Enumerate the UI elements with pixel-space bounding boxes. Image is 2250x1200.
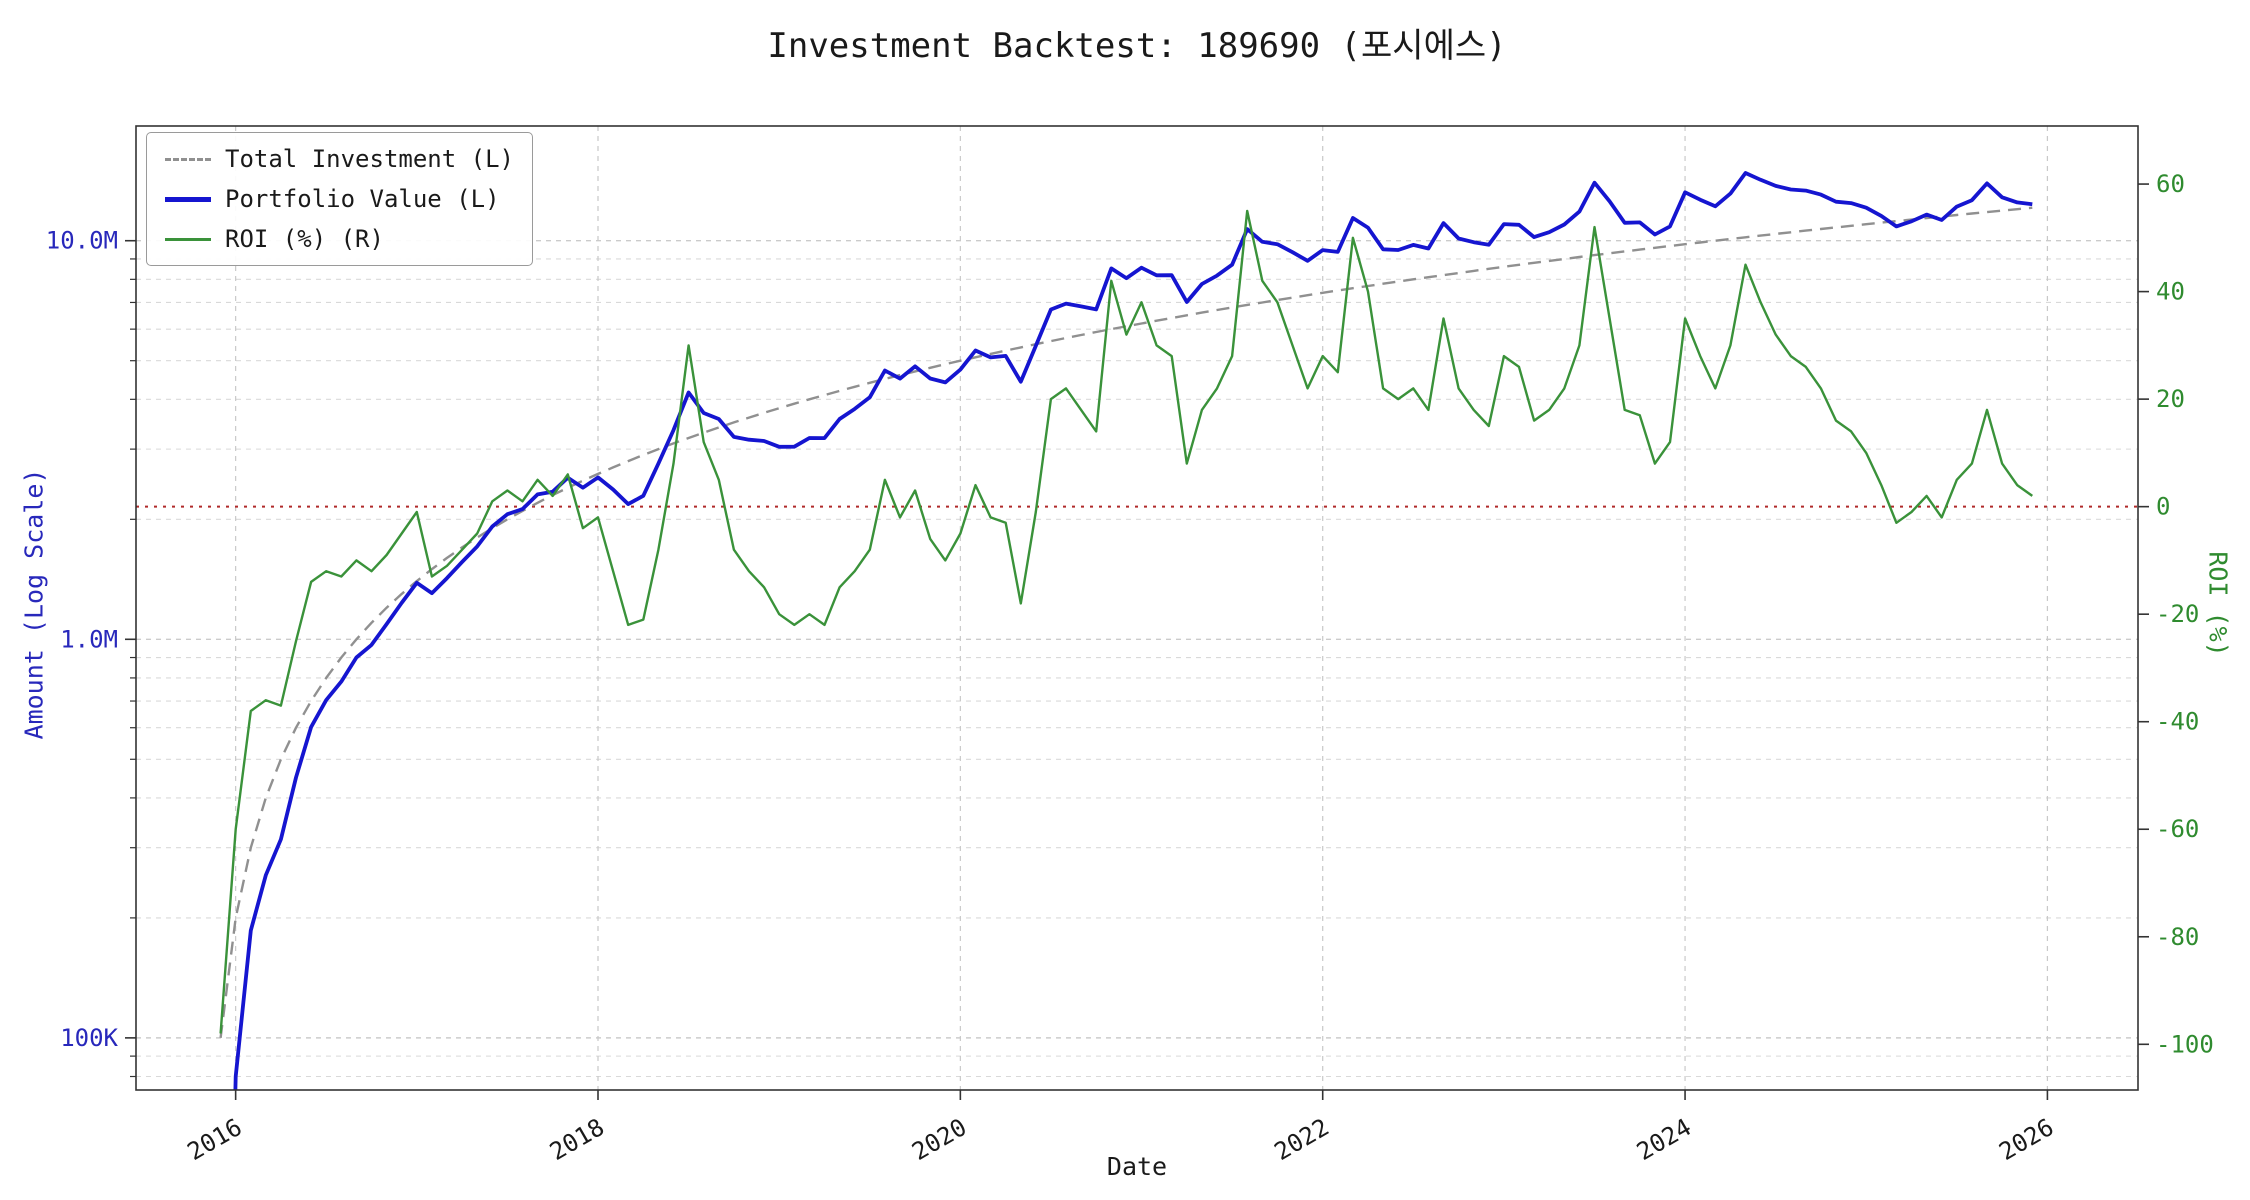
svg-text:-60: -60 — [2156, 815, 2199, 843]
svg-text:-100: -100 — [2156, 1030, 2214, 1058]
svg-text:60: 60 — [2156, 170, 2185, 198]
legend-item-roi: ROI (%) (R) — [165, 225, 514, 253]
dashed-gray-line-swatch — [165, 157, 211, 161]
svg-text:10.0M: 10.0M — [46, 227, 118, 255]
svg-text:-40: -40 — [2156, 708, 2199, 736]
left-axis-ticks: 100K 1.0M 10.0M — [46, 227, 136, 1078]
svg-text:1.0M: 1.0M — [60, 625, 118, 653]
solid-green-line-swatch — [165, 237, 211, 241]
svg-text:-80: -80 — [2156, 923, 2199, 951]
right-axis-label: ROI (%) — [2203, 551, 2233, 657]
legend-label-roi: ROI (%) (R) — [225, 225, 384, 253]
svg-text:0: 0 — [2156, 493, 2170, 521]
legend-label-portfolio-value: Portfolio Value (L) — [225, 185, 500, 213]
left-axis-label: Amount (Log Scale) — [19, 468, 49, 740]
svg-text:20: 20 — [2156, 385, 2185, 413]
legend-item-total-investment: Total Investment (L) — [165, 145, 514, 173]
right-axis-ticks: -100 -80 -60 -40 -20 0 20 40 60 — [2138, 170, 2214, 1058]
plot-border — [135, 125, 2139, 1091]
svg-text:40: 40 — [2156, 278, 2185, 306]
series-portfolio-value-l- — [233, 171, 2033, 1090]
legend-item-portfolio-value: Portfolio Value (L) — [165, 185, 514, 213]
solid-blue-line-swatch — [165, 196, 211, 202]
legend-label-total-investment: Total Investment (L) — [225, 145, 514, 173]
x-axis-label: Date — [1106, 1152, 1168, 1181]
svg-text:100K: 100K — [60, 1024, 118, 1052]
svg-text:-20: -20 — [2156, 600, 2199, 628]
legend: Total Investment (L) Portfolio Value (L)… — [146, 132, 533, 266]
series-roi-r- — [219, 209, 2033, 1034]
chart-title: Investment Backtest: 189690 (포시에스) — [767, 26, 1507, 66]
